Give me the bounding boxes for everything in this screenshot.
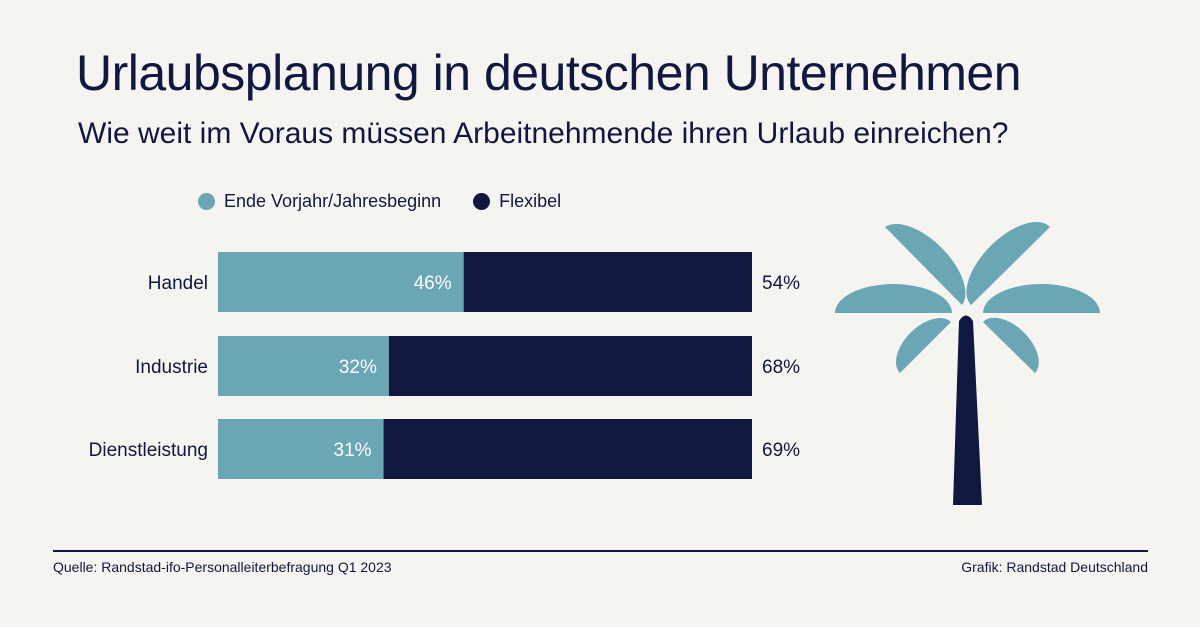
data-label-ende-vorjahr: 32% xyxy=(339,357,377,378)
footer-divider xyxy=(53,550,1148,552)
data-label-ende-vorjahr: 46% xyxy=(414,273,452,294)
chart-subtitle: Wie weit im Voraus müssen Arbeitnehmende… xyxy=(78,117,1009,150)
palm-trunk xyxy=(953,315,982,505)
palm-leaf xyxy=(895,317,951,373)
legend-item-flexibel: Flexibel xyxy=(473,191,561,212)
palm-leaf xyxy=(885,223,966,305)
legend-swatch-teal xyxy=(198,193,215,210)
data-label-flexibel: 54% xyxy=(762,273,800,294)
palm-leaf xyxy=(966,221,1050,305)
legend-item-ende-vorjahr: Ende Vorjahr/Jahresbeginn xyxy=(198,191,441,212)
data-label-ende-vorjahr: 31% xyxy=(334,440,372,461)
bar-segment-flexibel xyxy=(463,252,752,312)
category-label: Industrie xyxy=(135,357,208,378)
legend-label: Ende Vorjahr/Jahresbeginn xyxy=(224,191,442,211)
bar-segment-flexibel xyxy=(383,419,752,479)
chart-title: Urlaubsplanung in deutschen Unternehmen xyxy=(76,45,1022,101)
bar-segment-ende-vorjahr xyxy=(218,419,384,479)
category-label: Dienstleistung xyxy=(89,440,208,461)
palm-leaf xyxy=(983,284,1100,313)
palm-leaf xyxy=(835,284,952,313)
bar-segment-ende-vorjahr xyxy=(218,336,389,396)
source-note: Quelle: Randstad-ifo-Personalleiterbefra… xyxy=(53,559,392,575)
bar-segment-flexibel xyxy=(388,336,752,396)
legend-swatch-navy xyxy=(473,193,491,210)
bar-segment-ende-vorjahr xyxy=(218,252,464,312)
legend-label: Flexibel xyxy=(499,191,562,211)
data-label-flexibel: 68% xyxy=(762,357,800,378)
palm-leaf xyxy=(983,317,1039,373)
category-label: Handel xyxy=(148,273,208,294)
credit-note: Grafik: Randstad Deutschland xyxy=(961,559,1148,575)
legend: Ende Vorjahr/Jahresbeginn Flexibel xyxy=(198,191,593,212)
data-label-flexibel: 69% xyxy=(762,440,800,461)
